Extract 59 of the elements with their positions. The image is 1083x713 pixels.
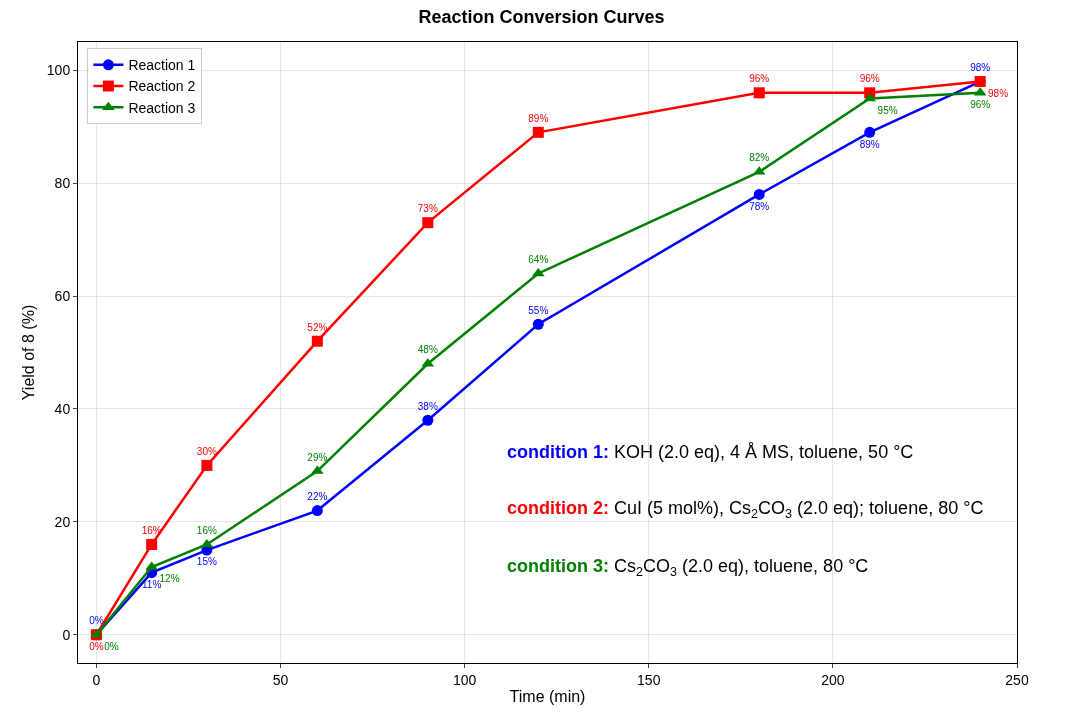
point — [311, 335, 323, 347]
data-label: 64% — [528, 254, 549, 266]
y-tick-label: 100 — [46, 62, 71, 79]
point — [200, 538, 214, 548]
point — [863, 92, 877, 102]
point — [146, 538, 158, 550]
point — [422, 414, 434, 426]
point — [201, 459, 213, 471]
point — [753, 87, 765, 99]
point — [531, 267, 545, 277]
point — [532, 318, 544, 330]
point — [753, 188, 765, 200]
data-label: 0% — [89, 641, 104, 653]
data-label: 55% — [528, 304, 549, 316]
data-label: 96% — [749, 73, 770, 85]
point — [532, 126, 544, 138]
x-tick-label: 50 — [272, 671, 289, 688]
point — [422, 217, 434, 229]
x-tick-label: 150 — [637, 671, 661, 688]
y-tick-label: 60 — [54, 287, 71, 304]
y-tick-label: 80 — [54, 175, 71, 192]
data-label: 96% — [970, 99, 991, 111]
x-axis-title: Time (min) — [509, 688, 586, 706]
data-label: 30% — [196, 446, 217, 458]
data-label: 0% — [89, 615, 104, 627]
data-label: 0% — [104, 641, 119, 653]
data-label: 89% — [859, 138, 880, 150]
x-tick-label: 100 — [452, 671, 477, 688]
annotation: condition 3: Cs$_{2}$CO$_{3}$ (2.0 eq), toluene, 80 °C — [507, 556, 869, 579]
data-label: 96% — [859, 73, 880, 85]
data-label: 52% — [307, 321, 328, 333]
data-label: 95% — [877, 104, 898, 116]
data-label: 98% — [988, 87, 1009, 99]
point — [311, 505, 323, 517]
legend-label: Reaction 1 — [128, 57, 196, 74]
data-label: 29% — [307, 451, 328, 463]
data-label: 98% — [970, 62, 991, 74]
data-label: 15% — [196, 556, 217, 568]
y-tick-label: 0 — [62, 626, 71, 643]
x-tick-label: 0 — [92, 671, 101, 688]
data-label: 38% — [417, 400, 438, 412]
data-label: 78% — [749, 200, 770, 212]
legend-label: Reaction 3 — [128, 99, 196, 116]
data-label: 48% — [417, 344, 438, 356]
data-label: 82% — [749, 152, 770, 164]
x-tick-label: 200 — [821, 671, 845, 688]
chart-title: Reaction Conversion Curves — [418, 7, 665, 28]
y-tick-label: 40 — [54, 400, 71, 417]
point — [864, 126, 876, 138]
data-label: 73% — [417, 203, 438, 215]
data-label: 22% — [307, 491, 328, 503]
data-label: 89% — [528, 112, 549, 124]
data-label: 16% — [196, 525, 217, 537]
legend-label: Reaction 2 — [128, 78, 196, 95]
x-tick-label: 250 — [1005, 671, 1029, 688]
y-tick-label: 20 — [54, 513, 71, 530]
y-axis-title: Yield of 8 (%) — [19, 304, 37, 401]
annotation: condition 1: KOH (2.0 eq), 4 Å MS, toluene, 50 °C — [507, 442, 914, 462]
annotation: condition 2: CuI (5 mol%), Cs$_{2}$CO$_{3}$ (2.0 eq); toluene, 80 °C — [507, 498, 984, 521]
